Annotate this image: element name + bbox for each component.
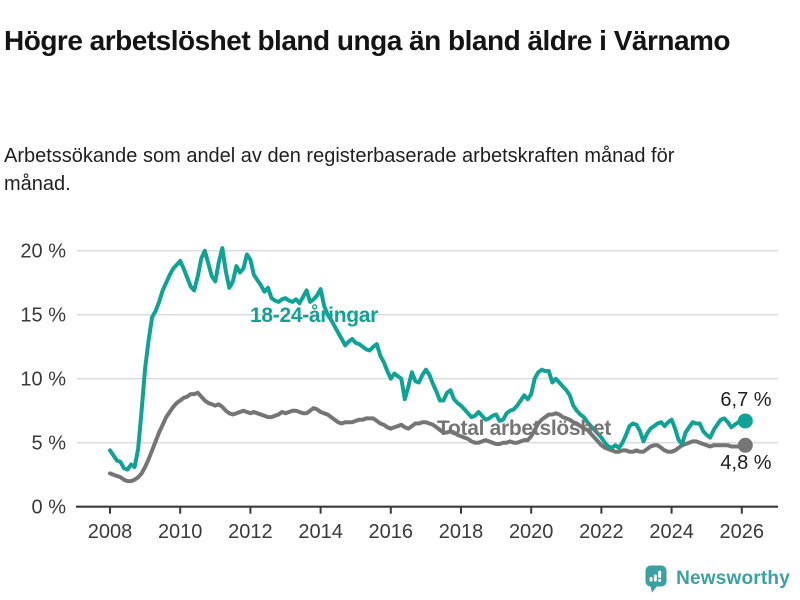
x-tick-label: 2024 xyxy=(649,521,694,543)
series-end-dot-total xyxy=(737,437,753,453)
chart-subtitle: Arbetssökande som andel av den registerb… xyxy=(4,145,675,195)
series-label-youth: 18-24-åringar xyxy=(250,304,378,327)
x-tick-label: 2008 xyxy=(88,521,133,543)
page-title: Högre arbetslöshet bland unga än bland ä… xyxy=(4,24,731,56)
series-line-total xyxy=(108,390,748,484)
newsworthy-wordmark: Newsworthy xyxy=(676,568,790,589)
newsworthy-logo: Newsworthy xyxy=(645,565,790,593)
x-tick-label: 2010 xyxy=(158,521,203,543)
x-tick-label: 2026 xyxy=(720,521,765,543)
y-tick-label: 20 % xyxy=(20,241,66,263)
y-tick-label: 10 % xyxy=(20,369,66,391)
x-tick-label: 2016 xyxy=(369,521,414,543)
x-tick-label: 2012 xyxy=(228,521,273,543)
series-end-dot-youth xyxy=(737,413,753,429)
series-label-total: Total arbetslöshet xyxy=(437,417,611,440)
y-tick-label: 5 % xyxy=(32,433,67,455)
newsworthy-bubble-icon xyxy=(645,565,667,593)
x-tick-label: 2020 xyxy=(509,521,554,543)
series-line-youth xyxy=(108,246,748,472)
end-value-label-total: 4,8 % xyxy=(720,452,772,474)
end-value-label-youth: 6,7 % xyxy=(720,389,772,411)
y-tick-label: 15 % xyxy=(20,305,66,327)
x-tick-label: 2014 xyxy=(298,521,343,543)
x-tick-label: 2022 xyxy=(579,521,624,543)
y-tick-label: 0 % xyxy=(32,497,67,519)
x-tick-label: 2018 xyxy=(439,521,484,543)
